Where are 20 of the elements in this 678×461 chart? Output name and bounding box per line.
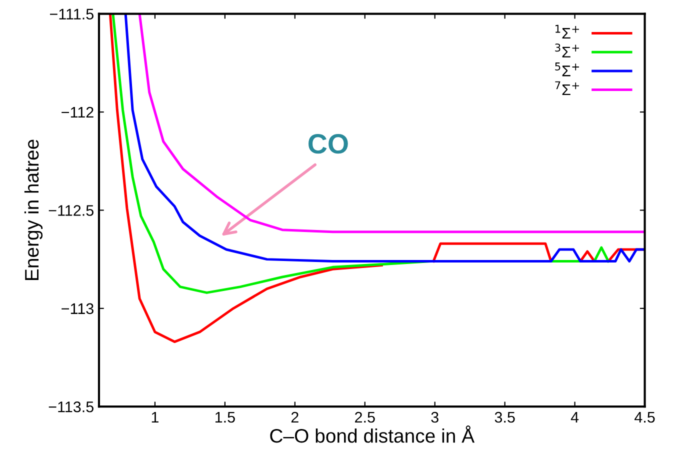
- y-tick-label: −112: [62, 106, 94, 118]
- x-tick-label: 2: [291, 412, 298, 423]
- x-tick-label: 3.5: [494, 412, 515, 423]
- y-tick-label: −111.5: [50, 8, 94, 20]
- legend-label: $^{3}$Σ$^{+}$: [555, 44, 579, 58]
- annotation: CO: [308, 134, 348, 154]
- x-axis-title: C–O bond distance in Å: [270, 426, 475, 443]
- x-tick-label: 1: [152, 412, 158, 423]
- y-tick-label: −112.5: [48, 205, 94, 216]
- y-axis-title: Energy in hatree: [24, 140, 43, 280]
- legend-label: $^{7}$Σ$^{+}$: [555, 81, 579, 96]
- x-tick-label: 4.5: [634, 412, 655, 423]
- legend-label: $^{1}$Σ$^{+}$: [556, 24, 579, 39]
- y-tick-label: −113.5: [48, 401, 94, 412]
- x-tick-label: 4: [570, 412, 579, 423]
- x-tick-label: 1.5: [215, 412, 235, 423]
- y-tick-label: −113: [62, 303, 94, 314]
- x-tick-label: 3: [431, 412, 438, 423]
- x-tick-label: 2.5: [355, 412, 375, 423]
- legend-label: $^{5}$Σ$^{+}$: [555, 62, 579, 76]
